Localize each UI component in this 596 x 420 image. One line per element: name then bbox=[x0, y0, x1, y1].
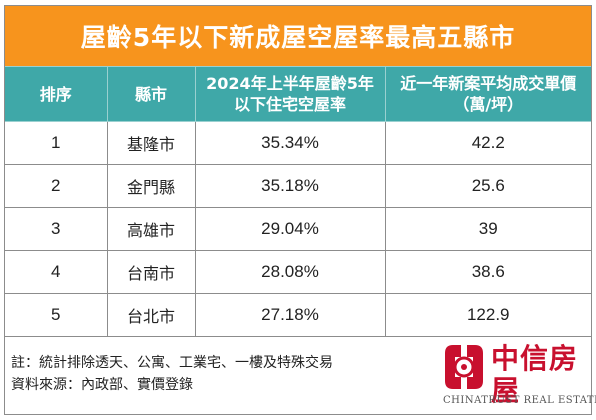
header-city: 縣市 bbox=[106, 66, 196, 122]
exclusion-note: 註：統計排除透天、公寓、工業宅、一樓及特殊交易 bbox=[11, 355, 333, 371]
cell-rank: 1 bbox=[5, 121, 108, 165]
cell-rank: 4 bbox=[5, 250, 108, 294]
table-row: 5 台北市 27.18% 122.9 bbox=[5, 293, 591, 337]
cell-price: 25.6 bbox=[384, 164, 591, 208]
cell-rank: 2 bbox=[5, 164, 108, 208]
cell-city: 台南市 bbox=[106, 250, 196, 294]
table-row: 1 基隆市 35.34% 42.2 bbox=[5, 121, 591, 165]
table-row: 3 高雄市 29.04% 39 bbox=[5, 207, 591, 251]
table-frame: 屋齡5年以下新成屋空屋率最高五縣市 排序 縣市 2024年上半年屋齡5年以下住宅… bbox=[4, 5, 596, 415]
table-row: 4 台南市 28.08% 38.6 bbox=[5, 250, 591, 294]
cell-rank: 3 bbox=[5, 207, 108, 251]
company-logo: 中信房屋 CHINATRUST REAL ESTATE CO. bbox=[441, 339, 596, 413]
cell-price: 122.9 bbox=[384, 293, 591, 337]
cell-vacancy: 35.18% bbox=[194, 164, 386, 208]
cell-city: 基隆市 bbox=[106, 121, 196, 165]
header-avg-price: 近一年新案平均成交單價（萬/坪） bbox=[384, 66, 591, 122]
header-vacancy-rate: 2024年上半年屋齡5年以下住宅空屋率 bbox=[194, 66, 386, 122]
logo-mark-icon bbox=[445, 345, 483, 389]
table-row: 2 金門縣 35.18% 25.6 bbox=[5, 164, 591, 208]
cell-price: 38.6 bbox=[384, 250, 591, 294]
cell-city: 金門縣 bbox=[106, 164, 196, 208]
table-header-row: 排序 縣市 2024年上半年屋齡5年以下住宅空屋率 近一年新案平均成交單價（萬/… bbox=[5, 66, 591, 122]
logo-english-name: CHINATRUST REAL ESTATE CO. bbox=[443, 395, 596, 406]
footnotes: 註：統計排除透天、公寓、工業宅、一樓及特殊交易 資料來源：內政部、實價登錄 bbox=[11, 352, 333, 396]
cell-vacancy: 27.18% bbox=[194, 293, 386, 337]
page-title: 屋齡5年以下新成屋空屋率最高五縣市 bbox=[5, 6, 591, 66]
data-source: 資料來源：內政部、實價登錄 bbox=[11, 377, 193, 393]
logo-name: 中信房屋 bbox=[491, 342, 579, 407]
cell-price: 39 bbox=[384, 207, 591, 251]
ranking-table: 排序 縣市 2024年上半年屋齡5年以下住宅空屋率 近一年新案平均成交單價（萬/… bbox=[5, 66, 591, 337]
cell-vacancy: 29.04% bbox=[194, 207, 386, 251]
cell-city: 高雄市 bbox=[106, 207, 196, 251]
header-rank: 排序 bbox=[5, 66, 108, 122]
cell-vacancy: 28.08% bbox=[194, 250, 386, 294]
cell-rank: 5 bbox=[5, 293, 108, 337]
cell-city: 台北市 bbox=[106, 293, 196, 337]
cell-price: 42.2 bbox=[384, 121, 591, 165]
cell-vacancy: 35.34% bbox=[194, 121, 386, 165]
